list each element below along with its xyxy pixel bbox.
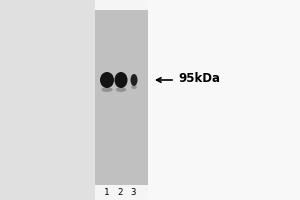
Text: 2: 2 bbox=[117, 188, 123, 197]
Bar bbox=[95, 10, 148, 185]
Ellipse shape bbox=[101, 87, 112, 92]
Bar bbox=[0, 0, 95, 200]
Text: 1: 1 bbox=[104, 188, 110, 197]
Ellipse shape bbox=[116, 87, 126, 92]
Ellipse shape bbox=[131, 85, 137, 89]
Ellipse shape bbox=[130, 74, 137, 86]
Text: 3: 3 bbox=[130, 188, 136, 197]
Text: 95kDa: 95kDa bbox=[178, 72, 220, 84]
Ellipse shape bbox=[100, 72, 114, 88]
Bar bbox=[148, 0, 300, 200]
Ellipse shape bbox=[115, 72, 128, 88]
